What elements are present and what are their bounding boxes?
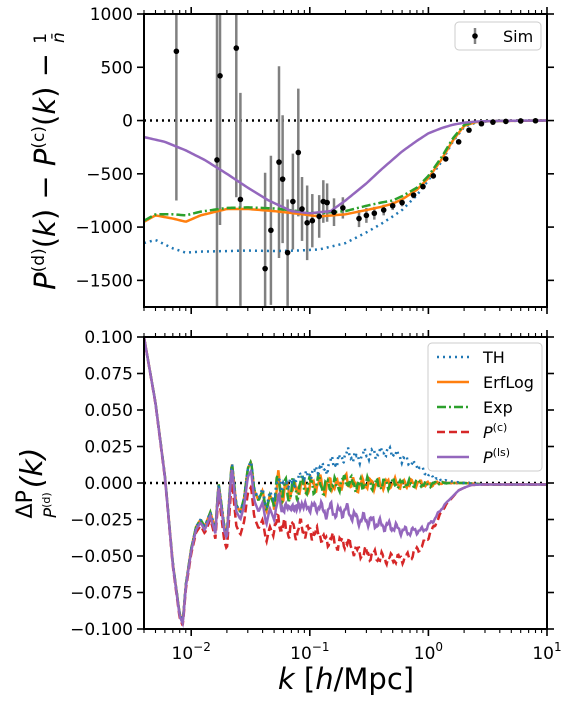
sim-point: [324, 199, 330, 206]
x-tick-label: 10−1: [290, 640, 329, 664]
sim-point: [268, 227, 274, 234]
legend-p-ls-label: P(ls): [483, 446, 510, 467]
legend-th-label: TH: [482, 348, 505, 367]
sim-point: [466, 127, 472, 133]
sim-point: [290, 198, 296, 205]
legend-p-c-label: P(c): [483, 421, 507, 442]
sim-point: [490, 119, 496, 125]
sim-point: [371, 210, 378, 217]
sim-point: [284, 249, 291, 256]
sim-point: [399, 199, 405, 206]
sim-point: [380, 207, 387, 213]
y-tick-label: 1000: [90, 5, 133, 25]
sim-point: [389, 202, 396, 209]
bottom-ylabel: ΔP P(d)(k): [13, 448, 61, 519]
sim-point: [214, 157, 220, 163]
sim-point: [299, 206, 305, 212]
sim-point: [340, 205, 346, 211]
y-tick-label: −0.075: [70, 584, 133, 604]
top-ylabel: P(d)(k) − P(c)(k) − 1n̄: [28, 32, 69, 290]
x-tick-label: 100: [414, 640, 443, 664]
y-tick-label: 0.075: [84, 365, 133, 385]
top-ticks: 1000 500 0 −500 −1000 −1500: [75, 5, 554, 314]
sim-point: [517, 118, 524, 124]
sim-point: [356, 215, 362, 222]
sim-point: [410, 192, 417, 198]
sim-point: [309, 217, 316, 224]
legend-sim-marker: [472, 33, 478, 39]
x-tick-label: 101: [532, 640, 561, 664]
top-series-group: [144, 14, 547, 307]
legend-label: Sim: [503, 27, 533, 46]
sim-point: [233, 45, 240, 51]
sim-point: [532, 117, 539, 124]
sim-point: [262, 265, 268, 272]
y-tick-label: 0.025: [84, 438, 133, 458]
y-tick-label: −0.050: [70, 547, 133, 567]
sim-point: [217, 72, 223, 79]
sim-point: [442, 156, 449, 162]
y-tick-label: 500: [101, 58, 133, 78]
y-tick-label: 0.050: [84, 401, 133, 421]
bottom-series-group: [144, 337, 547, 629]
legend-erflog-label: ErfLog: [483, 373, 534, 392]
series-erflog-line: [144, 119, 547, 223]
bottom-panel: 0.100 0.075 0.050 0.025 0.000 −0.025 −0.050 −0.…: [13, 328, 562, 696]
sim-point: [420, 183, 426, 190]
series-exp-line: [144, 119, 547, 222]
legend-box: [427, 342, 543, 472]
y-tick-label: 0.000: [84, 474, 133, 494]
sim-point: [478, 120, 485, 127]
sim-point: [295, 149, 302, 156]
x-tick-label: 10−2: [172, 640, 211, 664]
sim-point: [279, 176, 286, 182]
sim-point: [363, 212, 370, 219]
y-tick-label: −1000: [75, 218, 133, 238]
y-tick-label: 0.100: [84, 328, 133, 348]
sim-point: [304, 220, 310, 226]
bottom-ticks: 0.100 0.075 0.050 0.025 0.000 −0.025 −0.050 −0.…: [70, 328, 562, 664]
sim-point: [276, 159, 282, 165]
bottom-legend: TH ErfLog Exp P(c) P(ls): [427, 342, 543, 472]
sim-point: [331, 209, 337, 215]
legend-exp-label: Exp: [483, 398, 513, 417]
sim-point: [455, 139, 462, 145]
sim-point: [503, 118, 509, 125]
y-tick-label: −1500: [75, 271, 133, 291]
y-tick-label: 0: [122, 112, 133, 132]
series-p-ls-ratio-line: [144, 337, 547, 629]
series-th-ratio-line: [144, 337, 547, 627]
bottom-xlabel: k [h/Mpc]: [278, 662, 414, 696]
legend-box: [454, 21, 542, 51]
top-legend: Sim: [454, 21, 542, 51]
sim-point: [316, 213, 322, 220]
y-tick-label: −0.100: [70, 620, 133, 640]
y-tick-label: −500: [86, 165, 133, 185]
sim-point: [430, 173, 437, 179]
y-tick-label: −0.025: [70, 511, 133, 531]
series-p-ls-line: [144, 119, 547, 215]
sim-point: [173, 48, 180, 55]
series-th-line: [144, 119, 547, 254]
sim-point: [237, 196, 244, 203]
top-panel: 1000 500 0 −500 −1000 −1500 Sim P(d)(k) − P(c…: [28, 5, 554, 314]
